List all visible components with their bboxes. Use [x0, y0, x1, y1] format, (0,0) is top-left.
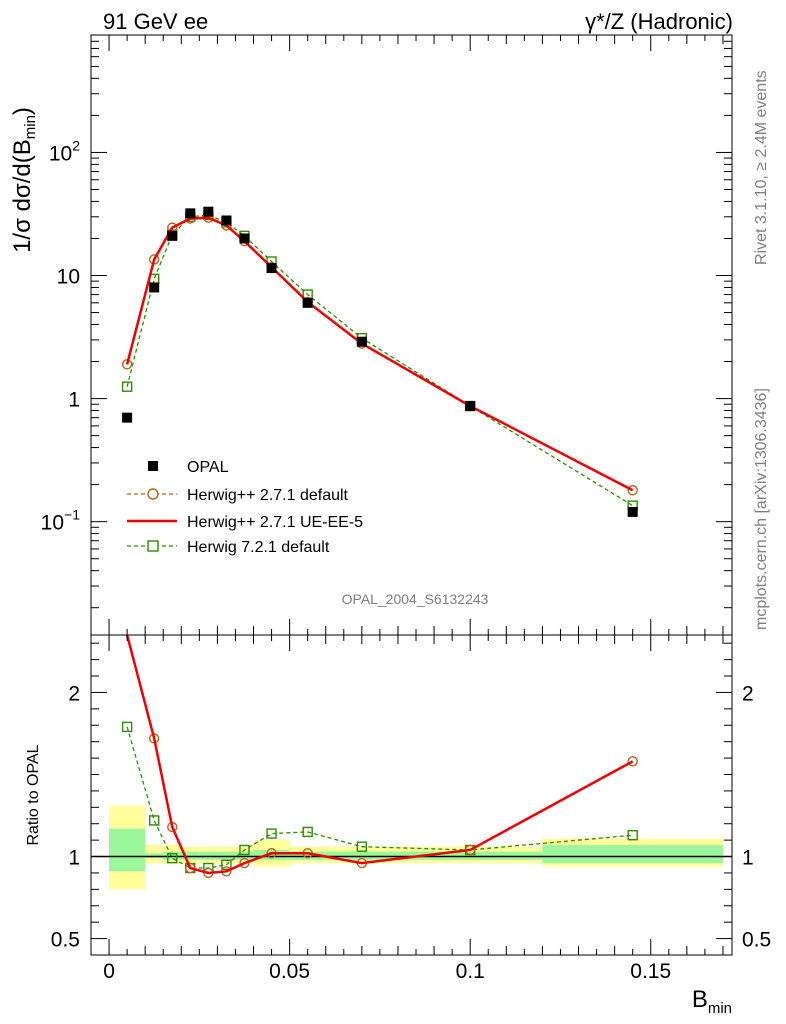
main-ylabel-close: ): [9, 107, 36, 115]
y-tick-label: 1: [68, 389, 80, 412]
ratio-band-inner: [542, 845, 723, 864]
series-line-herwig271_ueee5: [125, 216, 634, 492]
series-line-herwig721_default: [126, 214, 634, 507]
legend-marker-herwig271_default: [147, 488, 159, 500]
point-herwig721_default: [239, 844, 250, 856]
ratio-y-tick-label-right: 1: [742, 847, 754, 870]
ratio-band-inner: [217, 851, 236, 860]
point-herwig721_default: [356, 841, 368, 852]
y-tick-label-base: 1: [68, 389, 80, 412]
point-opal: [356, 336, 367, 347]
ratio-band-inner: [325, 851, 398, 860]
point-herwig271_default: [627, 756, 638, 767]
watermark: OPAL_2004_S6132243: [342, 591, 489, 607]
point-opal: [167, 230, 178, 241]
ratio-y-tick-label: 1: [68, 847, 80, 870]
ratio-panel: 0 0.05 0.1 0.15 0.5 0.5 1 1 2 2: [51, 634, 771, 983]
x-tick-label: 0.15: [630, 960, 671, 983]
ratio-frame: [90, 634, 733, 956]
point-opal: [221, 215, 232, 226]
x-axis-label: Bmin: [692, 986, 732, 1017]
ratio-band-inner: [181, 851, 200, 860]
main-ylabel-text: 1/σ dσ/d(B: [9, 139, 36, 253]
header-right: γ*/Z (Hadronic): [585, 9, 733, 34]
point-herwig721_default: [148, 815, 160, 826]
mcplots-label: mcplots.cern.ch [arXiv:1306.3436]: [753, 388, 770, 630]
point-opal: [203, 206, 214, 217]
x-tick-label: 0: [103, 960, 115, 983]
series-line-herwig271_ueee5: [125, 634, 634, 875]
ratio-band-inner: [109, 828, 146, 872]
y-tick-label-exp: −1: [64, 507, 80, 523]
point-herwig721_default: [302, 826, 313, 838]
legend-label-opal: OPAL: [187, 459, 229, 476]
ratio-band-inner: [163, 851, 182, 860]
point-opal: [627, 506, 638, 517]
point-herwig721_default: [221, 859, 232, 870]
y-tick-label: 10−1: [41, 507, 81, 535]
point-opal: [239, 233, 250, 244]
point-herwig721_default: [121, 381, 133, 392]
point-herwig271_default: [239, 857, 250, 869]
ratio-band-inner: [289, 851, 326, 860]
legend-marker-herwig721_default: [147, 540, 159, 552]
point-herwig721_default: [266, 828, 277, 839]
x-axis-label-text: B: [692, 986, 708, 1013]
ratio-band-inner: [235, 851, 254, 860]
ratio-y-tick-label: 2: [68, 682, 80, 705]
y-tick-label-base: 10: [41, 512, 64, 535]
point-opal: [122, 412, 133, 423]
legend-marker-opal: [148, 461, 158, 471]
ratio-band-inner: [199, 851, 218, 860]
point-herwig721_default: [627, 830, 638, 841]
point-opal: [185, 208, 196, 219]
point-opal: [465, 401, 476, 412]
ratio-band-inner: [397, 851, 543, 860]
legend-label-herwig721_default: Herwig 7.2.1 default: [187, 539, 330, 556]
point-opal: [302, 297, 313, 308]
point-opal: [149, 282, 160, 293]
ratio-y-tick-label-right: 0.5: [742, 929, 771, 952]
y-tick-label: 10: [57, 266, 80, 289]
main-ylabel-sub: min: [22, 115, 39, 139]
y-tick-label-base: 10: [49, 142, 72, 165]
point-herwig721_default: [167, 852, 178, 864]
point-opal: [266, 263, 277, 274]
x-tick-label: 0.05: [269, 960, 310, 983]
ratio-y-tick-label-right: 2: [742, 682, 754, 705]
legend-label-herwig271_ueee5: Herwig++ 2.7.1 UE-EE-5: [187, 514, 363, 531]
header-left: 91 GeV ee: [103, 9, 208, 34]
legend: OPAL Herwig++ 2.7.1 default Herwig++ 2.7.1…: [127, 459, 363, 556]
ratio-ylabel: Ratio to OPAL: [25, 744, 42, 845]
legend-label-herwig271_default: Herwig++ 2.7.1 default: [187, 487, 349, 504]
y-tick-label-exp: 2: [72, 137, 80, 153]
main-ylabel: 1/σ dσ/d(Bmin): [9, 107, 39, 253]
point-herwig271_default: [627, 485, 638, 496]
ratio-y-tick-label: 0.5: [51, 929, 80, 952]
point-herwig721_default: [121, 721, 133, 733]
y-tick-label-base: 10: [57, 266, 80, 289]
rivet-label: Rivet 3.1.10, ≥ 2.4M events: [753, 70, 770, 265]
y-tick-label: 102: [49, 137, 80, 165]
series-line-herwig271_default: [126, 634, 634, 874]
ratio-band-inner: [253, 849, 290, 860]
x-tick-label: 0.1: [456, 960, 485, 983]
ratio-band-inner: [145, 853, 164, 859]
x-axis-label-sub: min: [708, 1000, 732, 1017]
